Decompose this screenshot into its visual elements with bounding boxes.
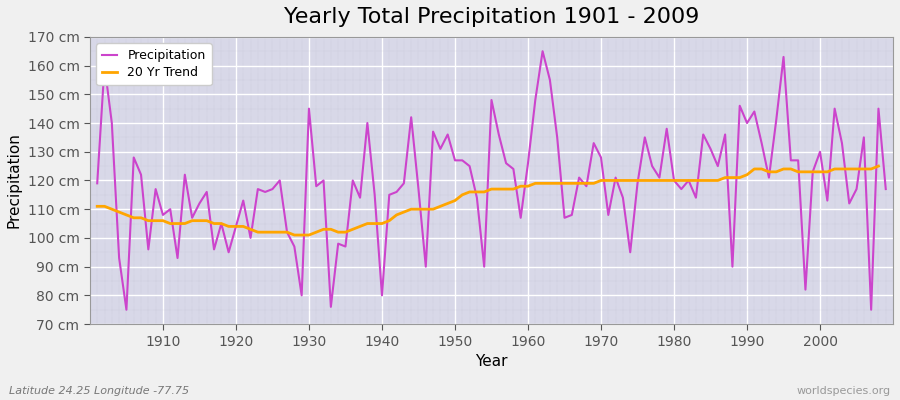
Precipitation bbox=[537, 49, 548, 54]
20 Yr Trend bbox=[873, 164, 884, 168]
Line: 20 Yr Trend: 20 Yr Trend bbox=[97, 166, 878, 235]
Y-axis label: Precipitation: Precipitation bbox=[7, 132, 22, 228]
20 Yr Trend bbox=[289, 233, 300, 238]
20 Yr Trend bbox=[92, 204, 103, 209]
20 Yr Trend bbox=[866, 166, 877, 171]
20 Yr Trend bbox=[720, 175, 731, 180]
Precipitation bbox=[523, 161, 534, 166]
Text: Latitude 24.25 Longitude -77.75: Latitude 24.25 Longitude -77.75 bbox=[9, 386, 189, 396]
Legend: Precipitation, 20 Yr Trend: Precipitation, 20 Yr Trend bbox=[96, 43, 212, 85]
20 Yr Trend bbox=[172, 221, 183, 226]
Precipitation bbox=[158, 212, 168, 217]
Precipitation bbox=[92, 181, 103, 186]
Precipitation bbox=[625, 250, 635, 255]
Precipitation bbox=[530, 98, 541, 102]
Precipitation bbox=[880, 187, 891, 192]
Title: Yearly Total Precipitation 1901 - 2009: Yearly Total Precipitation 1901 - 2009 bbox=[284, 7, 699, 27]
Precipitation bbox=[319, 178, 329, 183]
Precipitation bbox=[362, 121, 373, 126]
X-axis label: Year: Year bbox=[475, 354, 508, 369]
20 Yr Trend bbox=[216, 221, 227, 226]
Line: Precipitation: Precipitation bbox=[97, 51, 886, 310]
20 Yr Trend bbox=[464, 190, 475, 194]
Text: worldspecies.org: worldspecies.org bbox=[796, 386, 891, 396]
20 Yr Trend bbox=[770, 170, 781, 174]
Precipitation bbox=[121, 307, 131, 312]
